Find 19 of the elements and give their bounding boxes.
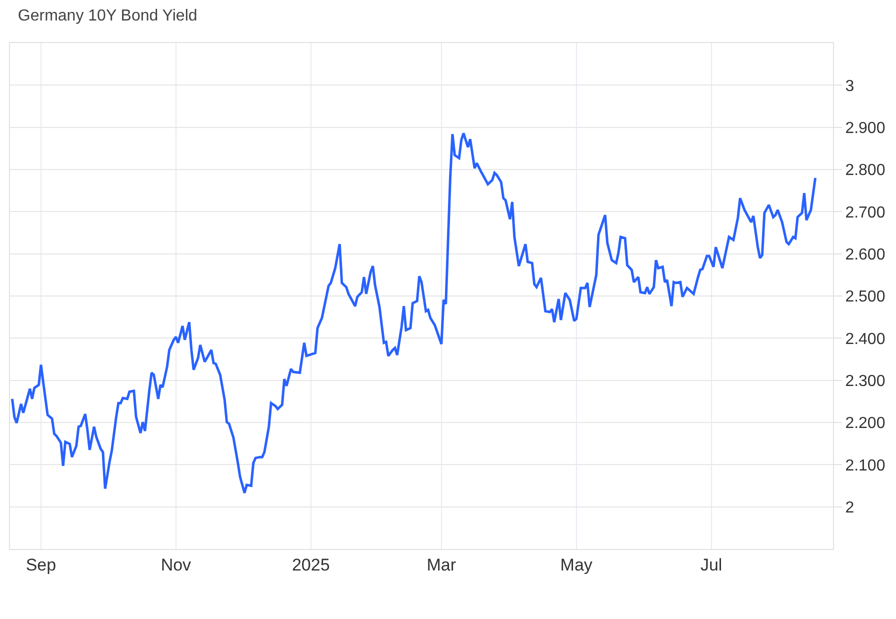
y-tick-label: 2.400 — [845, 330, 886, 348]
x-tick-label: May — [560, 555, 593, 574]
x-tick-label: Sep — [26, 555, 56, 574]
chart-title: Germany 10Y Bond Yield — [18, 7, 198, 24]
y-tick-label: 2.100 — [845, 457, 886, 474]
line-series — [10, 132, 817, 494]
y-tick-label: 2.700 — [845, 204, 886, 222]
y-tick-label: 2.800 — [845, 162, 886, 180]
y-tick-label: 2 — [845, 499, 854, 516]
x-tick-label: Mar — [426, 555, 456, 574]
x-tick-label: 2025 — [292, 555, 330, 574]
x-tick-label: Nov — [160, 555, 192, 574]
y-tick-label: 2.300 — [845, 372, 886, 390]
y-tick-label: 2.500 — [845, 288, 886, 306]
x-tick-label: Jul — [700, 555, 722, 574]
y-tick-label: 2.900 — [845, 120, 886, 137]
y-tick-label: 3 — [845, 78, 854, 95]
y-tick-label: 2.600 — [845, 246, 886, 264]
y-tick-label: 2.200 — [845, 415, 886, 432]
